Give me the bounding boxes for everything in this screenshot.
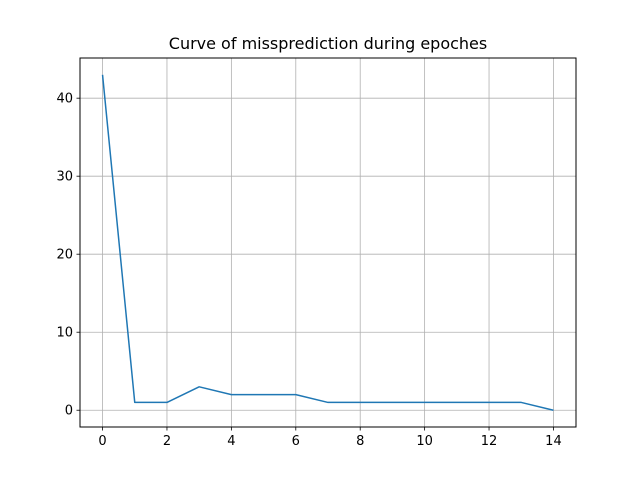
chart-title: Curve of missprediction during epoches [169,34,487,53]
y-tick-label: 20 [56,248,73,263]
y-tick-label: 30 [56,170,73,185]
x-tick-label: 8 [356,434,364,449]
y-tick-label: 40 [56,92,73,107]
x-tick-label: 12 [481,434,498,449]
y-tick-label: 10 [56,326,73,341]
x-tick-label: 0 [98,434,106,449]
x-tick-label: 2 [163,434,171,449]
x-tick-label: 4 [227,434,235,449]
y-tick-label: 0 [65,404,73,419]
x-tick-label: 14 [545,434,562,449]
x-tick-label: 10 [416,434,433,449]
x-tick-label: 6 [292,434,300,449]
